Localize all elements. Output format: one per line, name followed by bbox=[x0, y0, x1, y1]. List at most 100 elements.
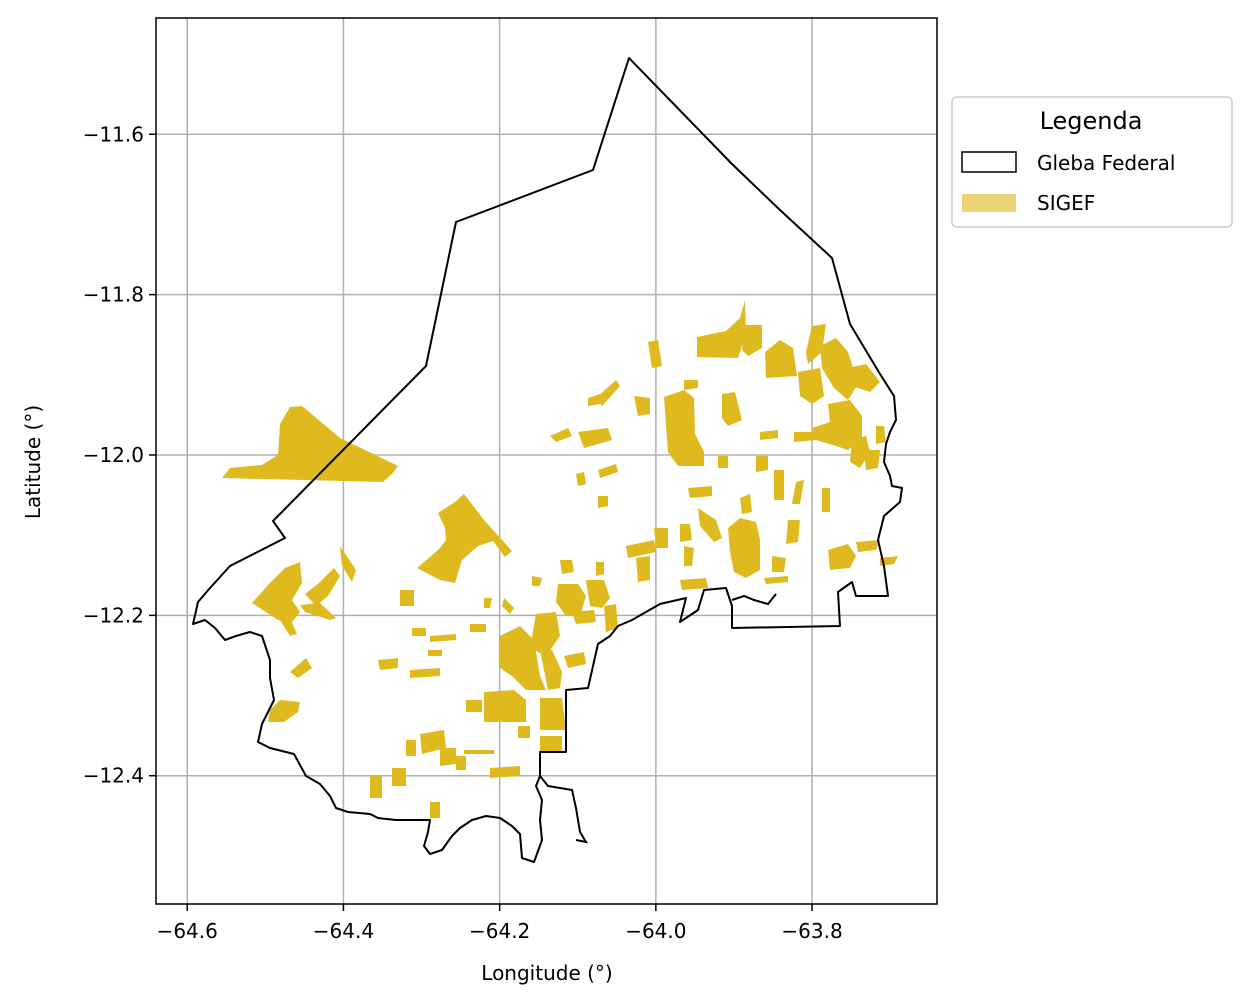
sigef-parcel bbox=[742, 325, 762, 356]
sigef-parcel bbox=[792, 480, 804, 504]
sigef-parcel bbox=[718, 456, 728, 468]
sigef-parcel bbox=[412, 628, 426, 636]
x-tick-label: −64.0 bbox=[625, 919, 686, 943]
sigef-parcel bbox=[664, 390, 704, 466]
x-tick-label: −64.6 bbox=[157, 919, 218, 943]
y-tick-label: −12.4 bbox=[83, 764, 144, 788]
sigef-parcel bbox=[772, 556, 786, 572]
sigef-parcel bbox=[502, 598, 514, 614]
sigef-parcel bbox=[540, 650, 562, 690]
sigef-parcel bbox=[305, 568, 340, 606]
legend-swatch-sigef bbox=[962, 194, 1016, 212]
sigef-parcel bbox=[420, 730, 446, 754]
x-axis-ticks: −64.6 −64.4 −64.2 −64.0 −63.8 bbox=[157, 904, 843, 943]
sigef-parcel bbox=[222, 406, 398, 482]
sigef-parcel bbox=[456, 756, 466, 770]
sigef-parcel bbox=[576, 472, 586, 486]
sigef-parcel bbox=[680, 524, 692, 542]
y-tick-label: −12.2 bbox=[83, 603, 144, 627]
x-axis-label: Longitude (°) bbox=[481, 961, 612, 985]
sigef-parcel bbox=[490, 766, 520, 778]
sigef-parcel bbox=[540, 736, 562, 752]
sigef-parcel bbox=[598, 496, 608, 508]
sigef-parcel bbox=[728, 518, 760, 578]
sigef-parcel bbox=[680, 578, 708, 590]
sigef-parcel bbox=[428, 650, 442, 656]
y-tick-label: −12.0 bbox=[83, 443, 144, 467]
y-tick-label: −11.8 bbox=[83, 283, 144, 307]
sigef-parcel bbox=[466, 700, 482, 712]
sigef-parcel bbox=[876, 426, 886, 444]
sigef-parcel bbox=[556, 584, 586, 616]
sigef-parcel bbox=[806, 324, 826, 364]
sigef-parcel bbox=[864, 450, 880, 470]
legend: Legenda Gleba Federal SIGEF bbox=[951, 96, 1233, 228]
sigef-parcel bbox=[464, 750, 494, 754]
x-tick-label: −63.8 bbox=[781, 919, 842, 943]
sigef-parcel bbox=[410, 668, 440, 678]
legend-label-gleba-federal: Gleba Federal bbox=[1037, 151, 1175, 175]
sigef-parcel bbox=[786, 520, 800, 544]
sigef-parcel bbox=[765, 340, 797, 378]
gleba-federal-boundary bbox=[192, 57, 903, 863]
sigef-parcel bbox=[470, 624, 486, 632]
sigef-parcel bbox=[484, 598, 492, 608]
legend-title: Legenda bbox=[1040, 107, 1143, 135]
sigef-parcel bbox=[400, 590, 414, 606]
sigef-parcel bbox=[764, 576, 788, 584]
sigef-parcel bbox=[440, 748, 456, 766]
sigef-parcel bbox=[604, 604, 618, 632]
sigef-parcel bbox=[760, 430, 778, 440]
sigef-parcel bbox=[596, 380, 620, 406]
sigef-parcel bbox=[820, 338, 858, 400]
sigef-parcel bbox=[290, 658, 312, 678]
x-tick-label: −64.4 bbox=[313, 919, 374, 943]
sigef-parcel bbox=[648, 340, 662, 368]
sigef-parcel bbox=[378, 658, 398, 670]
sigef-parcel bbox=[500, 626, 546, 690]
sigef-parcel bbox=[697, 300, 746, 358]
sigef-parcel bbox=[722, 392, 742, 426]
sigef-parcel bbox=[634, 396, 650, 416]
y-axis-label: Latitude (°) bbox=[21, 405, 45, 519]
sigef-parcel bbox=[532, 576, 542, 586]
sigef-parcel bbox=[560, 560, 574, 574]
sigef-parcel bbox=[596, 562, 604, 576]
sigef-parcel bbox=[880, 556, 898, 566]
sigef-parcel bbox=[812, 400, 862, 450]
sigef-parcel bbox=[406, 740, 416, 756]
axes-frame bbox=[155, 17, 938, 905]
sigef-parcel bbox=[340, 546, 356, 582]
sigef-parcel bbox=[684, 380, 698, 390]
sigef-parcel bbox=[550, 428, 572, 442]
sigef-parcel bbox=[300, 603, 336, 620]
sigef-parcel bbox=[586, 580, 610, 608]
sigef-parcel bbox=[798, 368, 824, 404]
legend-swatch-gleba-federal bbox=[961, 151, 1017, 173]
sigef-parcel bbox=[856, 540, 880, 552]
sigef-parcel bbox=[540, 698, 566, 730]
sigef-parcel bbox=[268, 700, 300, 722]
sigef-parcel bbox=[626, 540, 656, 558]
legend-label-sigef: SIGEF bbox=[1037, 191, 1095, 215]
sigef-parcel bbox=[794, 432, 816, 442]
sigef-parcel bbox=[530, 612, 560, 656]
sigef-parcel bbox=[484, 690, 526, 722]
sigef-parcel bbox=[578, 428, 612, 448]
x-tick-label: −64.2 bbox=[469, 919, 530, 943]
sigef-parcel bbox=[572, 610, 596, 624]
sigef-parcel bbox=[654, 528, 668, 548]
sigef-parcel bbox=[636, 556, 650, 582]
y-tick-label: −11.6 bbox=[83, 122, 144, 146]
sigef-parcel bbox=[430, 802, 440, 818]
y-axis-ticks: −11.6 −11.8 −12.0 −12.2 −12.4 bbox=[83, 122, 156, 788]
sigef-parcel bbox=[688, 486, 712, 498]
sigef-parcel bbox=[740, 494, 752, 514]
boundary-south-tail bbox=[539, 775, 589, 844]
sigef-parcel bbox=[598, 464, 618, 478]
sigef-parcel bbox=[684, 546, 694, 566]
sigef-parcel bbox=[774, 470, 784, 500]
sigef-parcel bbox=[564, 652, 586, 668]
boundary-inlet bbox=[731, 593, 777, 606]
